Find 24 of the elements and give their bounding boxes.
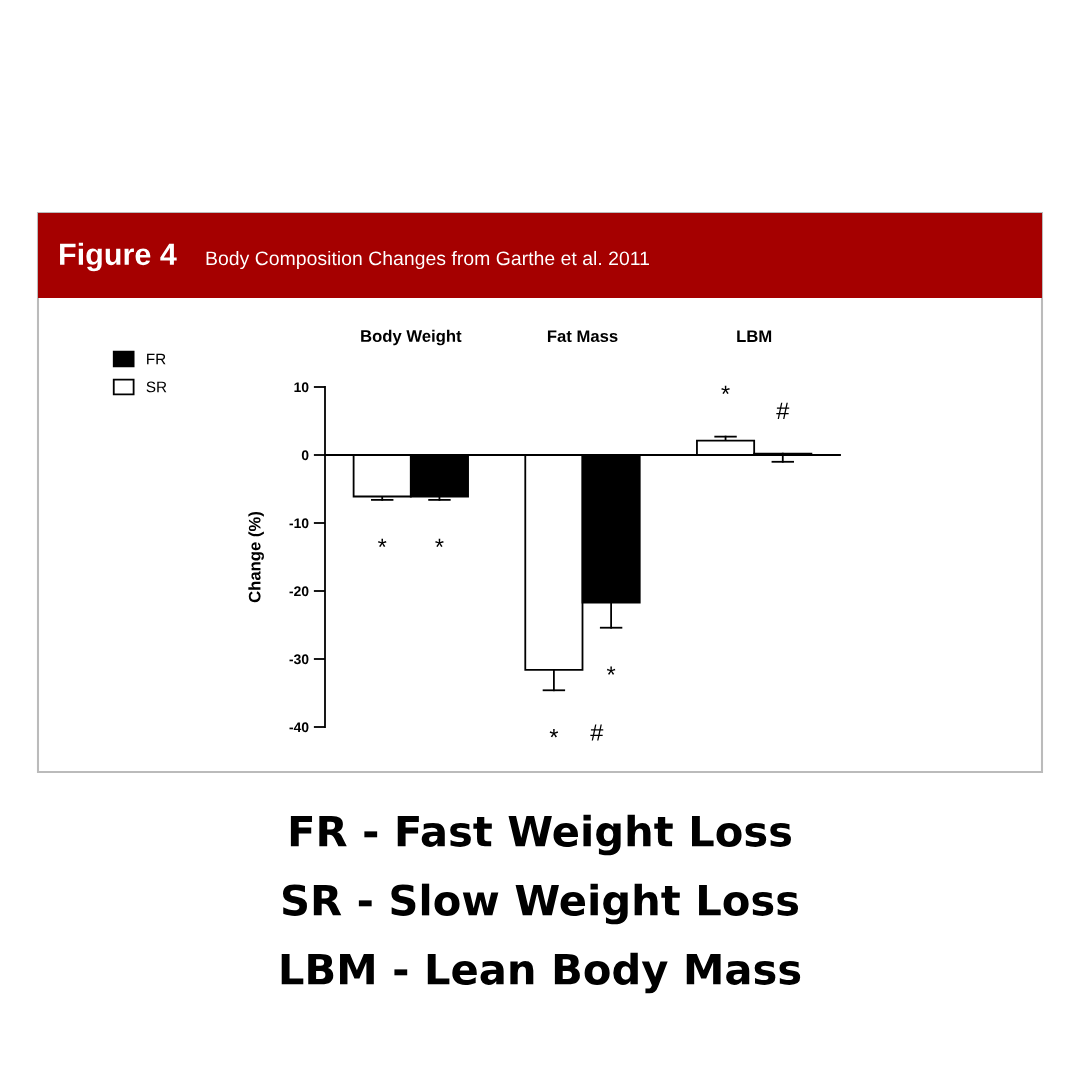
y-tick-label: -30 bbox=[289, 654, 309, 665]
chart-subtitle: Body Composition Changes from Garthe et al. 2011 bbox=[206, 250, 649, 270]
y-tick-label: -20 bbox=[289, 586, 309, 597]
annotation: * bbox=[721, 385, 730, 394]
annotation: * bbox=[378, 538, 387, 547]
text: FR - Fast Weight Loss bbox=[290, 814, 791, 856]
y-tick-label: -10 bbox=[289, 518, 309, 529]
y-tick-label: 10 bbox=[294, 382, 309, 393]
x-tick-label: LBM bbox=[737, 330, 772, 342]
x-tick-label: Fat Mass bbox=[547, 330, 618, 343]
y-tick-label: -40 bbox=[289, 722, 309, 733]
annotation: * bbox=[606, 666, 616, 675]
legend-label: FR bbox=[147, 353, 166, 365]
annotation: # bbox=[590, 724, 604, 741]
chart-title: Figure 4 bbox=[60, 242, 177, 272]
annotation: * bbox=[435, 538, 444, 547]
text: SR - Slow Weight Loss bbox=[283, 883, 799, 925]
y-tick-label: 0 bbox=[301, 450, 309, 461]
x-tick-label: Body Weight bbox=[361, 329, 462, 346]
text: LBM - Lean Body Mass bbox=[281, 952, 801, 994]
y-axis-title: Change (%) bbox=[248, 511, 264, 603]
legend-label: SR bbox=[146, 381, 167, 393]
text: * bbox=[549, 729, 559, 738]
annotation: # bbox=[776, 402, 790, 419]
